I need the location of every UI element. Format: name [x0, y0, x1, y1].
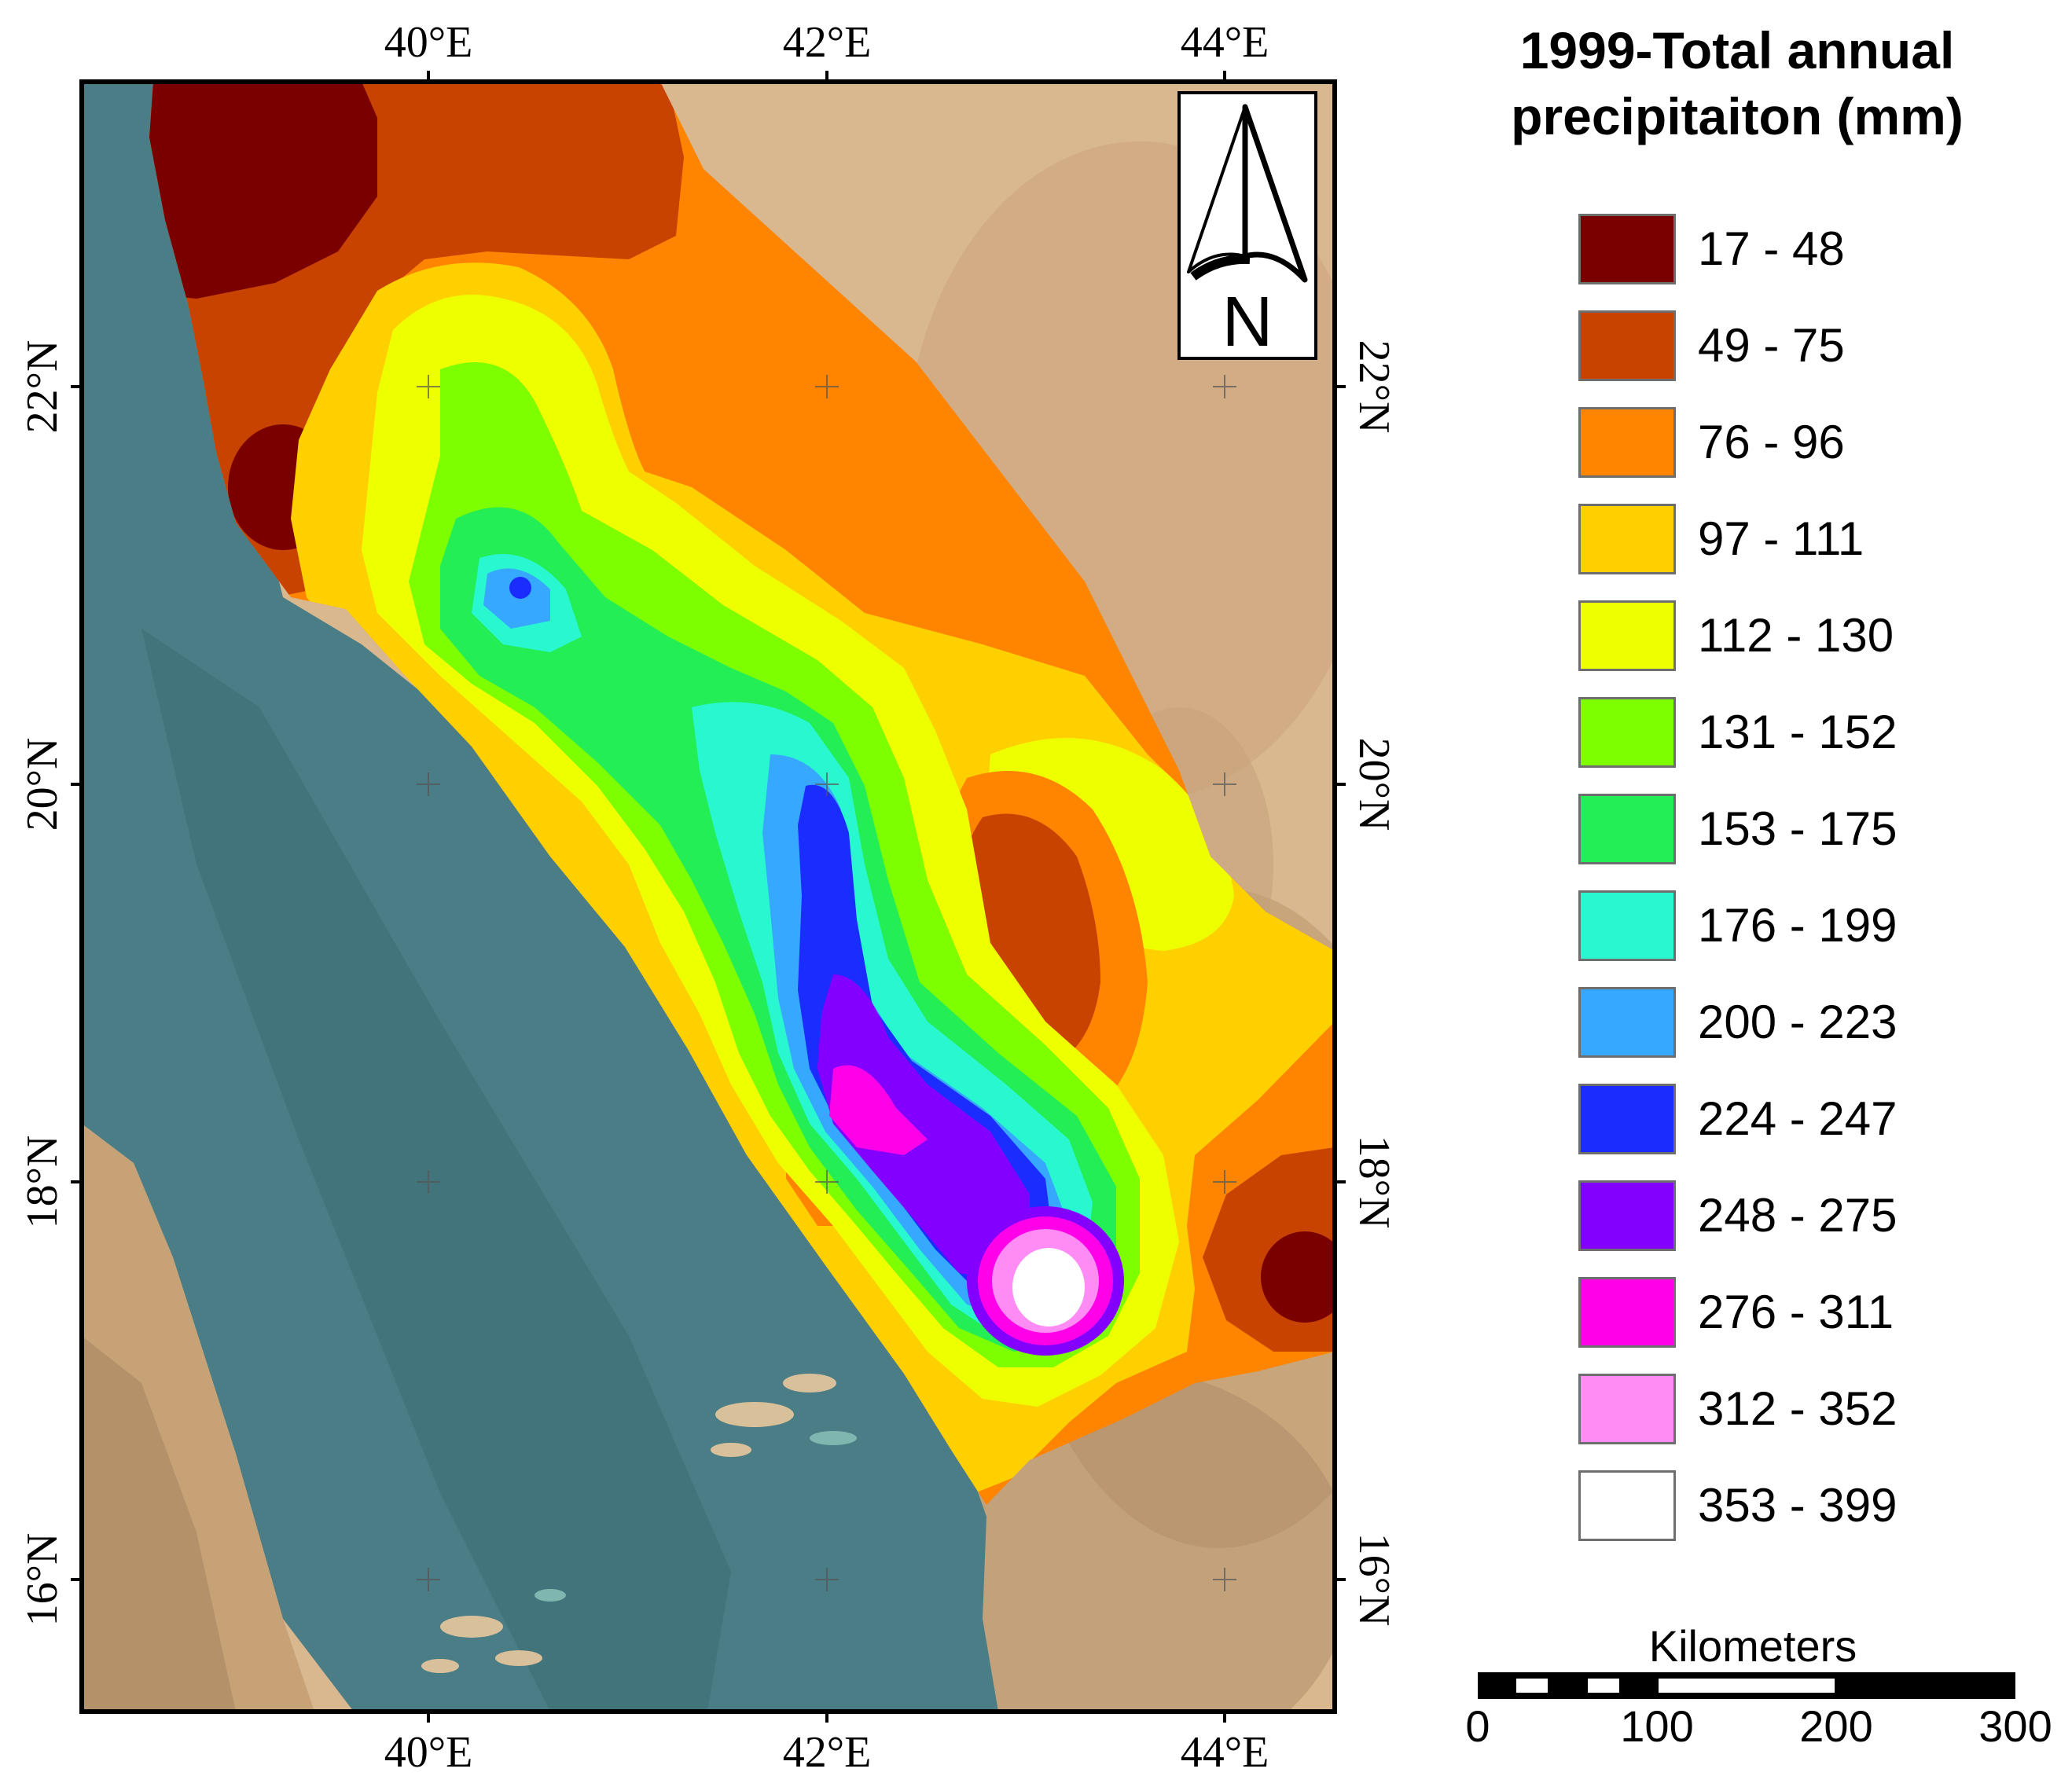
legend-item: 76 - 96 [1578, 407, 1987, 483]
lon-label: 42°E [783, 1728, 872, 1777]
legend-item: 97 - 111 [1578, 504, 1987, 579]
legend-title: 1999-Total annual precipitaiton (mm) [1438, 17, 2036, 149]
map-frame [79, 79, 1337, 1714]
legend-label: 200 - 223 [1698, 996, 1897, 1048]
legend-label: 176 - 199 [1698, 899, 1897, 952]
legend-label: 312 - 352 [1698, 1382, 1897, 1435]
lat-label: 22°N [18, 340, 67, 434]
scale-tick-label: 300 [1978, 1701, 2052, 1751]
legend-swatch [1578, 697, 1676, 768]
north-arrow: N [1177, 91, 1317, 361]
legend-item: 312 - 352 [1578, 1374, 1987, 1449]
legend-swatch [1578, 1470, 1676, 1541]
legend-swatch [1578, 1084, 1676, 1154]
legend-swatch [1578, 794, 1676, 864]
scale-tick-label: 200 [1799, 1701, 1873, 1751]
graticule-crosses [417, 375, 1236, 1591]
legend-item: 112 - 130 [1578, 600, 1987, 676]
legend-swatch [1578, 1374, 1676, 1444]
top-longitude-labels: 40°E 42°E 44°E [384, 18, 1269, 67]
lat-label: 18°N [1350, 1136, 1398, 1229]
legend-item: 200 - 223 [1578, 987, 1987, 1062]
legend-label: 153 - 175 [1698, 802, 1897, 855]
legend-swatch [1578, 890, 1676, 961]
legend-label: 353 - 399 [1698, 1479, 1897, 1532]
scale-tick-label: 0 [1465, 1701, 1490, 1751]
legend-swatch [1578, 987, 1676, 1058]
lon-label: 40°E [384, 18, 473, 67]
legend-swatch [1578, 600, 1676, 671]
bottom-longitude-labels: 40°E 42°E 44°E [384, 1728, 1269, 1777]
legend-label: 131 - 152 [1698, 706, 1897, 758]
legend-label: 17 - 48 [1698, 222, 1845, 275]
lat-label: 16°N [18, 1533, 67, 1627]
lat-label: 22°N [1350, 340, 1398, 434]
legend-label: 248 - 275 [1698, 1189, 1897, 1242]
legend-item: 248 - 275 [1578, 1180, 1987, 1256]
legend-swatch [1578, 1180, 1676, 1251]
left-latitude-labels: 22°N 20°N 18°N 16°N [18, 340, 67, 1627]
legend-title-line-1: 1999-Total annual [1519, 21, 1955, 79]
legend-title-line-2: precipitaiton (mm) [1511, 87, 1964, 145]
legend-item: 49 - 75 [1578, 310, 1987, 386]
legend-item: 353 - 399 [1578, 1470, 1987, 1546]
legend-label: 112 - 130 [1698, 609, 1894, 662]
frame-ticks [71, 71, 1346, 1723]
legend-item: 131 - 152 [1578, 697, 1987, 772]
legend-item: 17 - 48 [1578, 214, 1987, 289]
legend-item: 224 - 247 [1578, 1084, 1987, 1159]
legend-swatch [1578, 407, 1676, 478]
legend-label: 276 - 311 [1698, 1286, 1894, 1338]
lon-label: 42°E [783, 18, 872, 67]
lat-label: 20°N [1350, 738, 1398, 831]
legend-item: 276 - 311 [1578, 1277, 1987, 1352]
north-label: N [1222, 283, 1273, 361]
lon-label: 44°E [1181, 18, 1269, 67]
scale-tick-label: 100 [1620, 1701, 1694, 1751]
legend-swatch [1578, 1277, 1676, 1348]
legend-item: 176 - 199 [1578, 890, 1987, 966]
legend-swatch [1578, 310, 1676, 381]
legend-label: 224 - 247 [1698, 1092, 1897, 1145]
legend-swatch [1578, 214, 1676, 284]
scale-bar [1478, 1672, 2015, 1699]
lat-label: 16°N [1350, 1533, 1398, 1627]
lat-label: 20°N [18, 738, 67, 831]
scale-bar-title: Kilometers [1648, 1621, 1857, 1671]
legend-label: 76 - 96 [1698, 416, 1845, 468]
legend-swatch [1578, 504, 1676, 574]
red-sea [82, 82, 998, 1712]
legend-label: 49 - 75 [1698, 319, 1845, 372]
right-latitude-labels: 22°N 20°N 18°N 16°N [1350, 340, 1398, 1627]
lon-label: 40°E [384, 1728, 473, 1777]
lon-label: 44°E [1181, 1728, 1269, 1777]
lat-label: 18°N [18, 1136, 67, 1229]
legend-label: 97 - 111 [1698, 512, 1864, 565]
legend-item: 153 - 175 [1578, 794, 1987, 869]
